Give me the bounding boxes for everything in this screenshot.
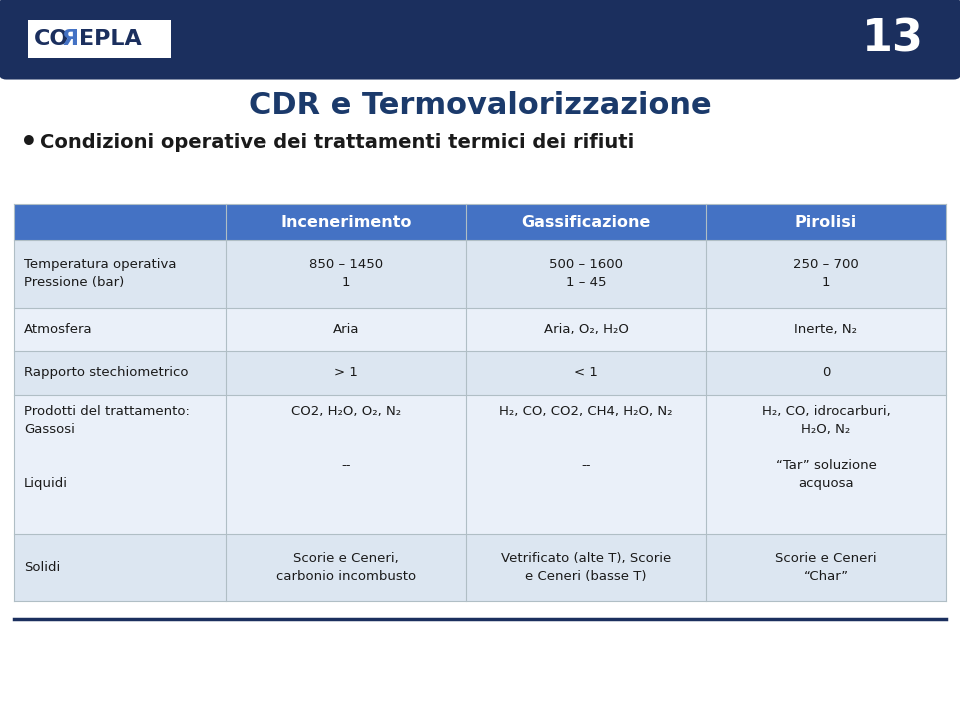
Bar (14, 395, 946, 533)
Text: CO: CO (34, 29, 69, 49)
Text: Aria, O₂, H₂O: Aria, O₂, H₂O (543, 323, 629, 336)
Text: Temperatura operativa
Pressione (bar): Temperatura operativa Pressione (bar) (24, 258, 177, 289)
Bar (14, 533, 946, 601)
Text: Aria: Aria (333, 323, 359, 336)
Text: 500 – 1600
1 – 45: 500 – 1600 1 – 45 (549, 258, 623, 289)
Text: CDR e Termovalorizzazione: CDR e Termovalorizzazione (249, 91, 711, 120)
Text: 850 – 1450
1: 850 – 1450 1 (309, 258, 383, 289)
FancyBboxPatch shape (0, 0, 960, 79)
Text: Gassificazione: Gassificazione (521, 215, 651, 230)
Bar (28, 20, 171, 58)
Bar (14, 351, 946, 395)
Text: 0: 0 (822, 367, 830, 379)
Bar (14, 308, 946, 351)
Text: Я: Я (61, 29, 79, 49)
Text: Prodotti del trattamento:
Gassosi


Liquidi: Prodotti del trattamento: Gassosi Liquid… (24, 405, 190, 490)
Bar (14, 205, 946, 240)
Text: EPLA: EPLA (80, 29, 142, 49)
Text: Vetrificato (alte T), Scorie
e Ceneri (basse T): Vetrificato (alte T), Scorie e Ceneri (b… (501, 552, 671, 583)
Text: Scorie e Ceneri
“Char”: Scorie e Ceneri “Char” (775, 552, 876, 583)
Text: Scorie e Ceneri,
carbonio incombusto: Scorie e Ceneri, carbonio incombusto (276, 552, 417, 583)
Text: Atmosfera: Atmosfera (24, 323, 92, 336)
Text: > 1: > 1 (334, 367, 358, 379)
Text: H₂, CO, idrocarburi,
H₂O, N₂

“Tar” soluzione
acquosa: H₂, CO, idrocarburi, H₂O, N₂ “Tar” soluz… (761, 405, 890, 490)
Text: Pirolisi: Pirolisi (795, 215, 857, 230)
Text: Inerte, N₂: Inerte, N₂ (795, 323, 857, 336)
Text: 13: 13 (862, 17, 924, 60)
Text: Solidi: Solidi (24, 561, 60, 574)
Text: H₂, CO, CO2, CH4, H₂O, N₂


--: H₂, CO, CO2, CH4, H₂O, N₂ -- (499, 405, 673, 472)
Text: Rapporto stechiometrico: Rapporto stechiometrico (24, 367, 188, 379)
Text: CO2, H₂O, O₂, N₂


--: CO2, H₂O, O₂, N₂ -- (291, 405, 401, 472)
Text: Incenerimento: Incenerimento (280, 215, 412, 230)
Text: Condizioni operative dei trattamenti termici dei rifiuti: Condizioni operative dei trattamenti ter… (39, 133, 634, 153)
Text: < 1: < 1 (574, 367, 598, 379)
Text: •: • (20, 129, 37, 157)
Text: 250 – 700
1: 250 – 700 1 (793, 258, 859, 289)
Bar (6, 6, 954, 39)
Bar (14, 240, 946, 308)
